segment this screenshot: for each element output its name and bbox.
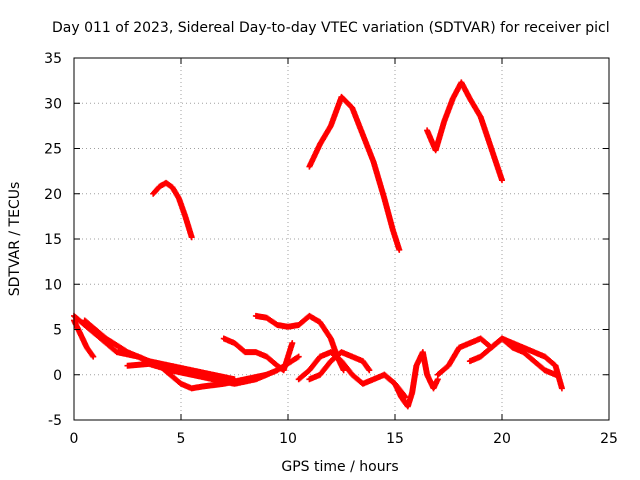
series-markers (434, 335, 565, 392)
series-markers (150, 179, 195, 241)
series-low-1 (71, 312, 270, 392)
x-tick-label: 5 (177, 431, 186, 447)
series-markers (424, 79, 505, 184)
series-arc-a (150, 179, 195, 241)
x-tick-label: 15 (386, 431, 404, 447)
x-tick-label: 10 (279, 431, 297, 447)
x-tick-label: 25 (600, 431, 618, 447)
y-tick-label: 35 (44, 51, 62, 67)
series-low-10 (434, 335, 565, 392)
series-low-11 (466, 335, 559, 378)
series-low-3 (81, 317, 238, 383)
series-markers (252, 312, 347, 374)
series-markers (81, 317, 238, 383)
series-arc-c (424, 79, 505, 184)
chart-title: Day 011 of 2023, Sidereal Day-to-day VTE… (52, 20, 610, 36)
series-low-5 (252, 312, 347, 374)
series-low-8 (306, 349, 373, 383)
x-tick-label: 0 (70, 431, 79, 447)
series-markers (306, 93, 403, 253)
y-tick-label: -5 (48, 413, 62, 429)
y-tick-label: 0 (53, 368, 62, 384)
y-tick-label: 5 (53, 323, 62, 339)
series-markers (220, 335, 296, 374)
series-low-6 (220, 335, 296, 374)
series-markers (71, 312, 270, 392)
x-tick-label: 20 (493, 431, 511, 447)
series-low-9 (381, 349, 441, 410)
series-arc-b (306, 93, 403, 253)
y-tick-label: 25 (44, 142, 62, 158)
x-axis-label: GPS time / hours (281, 459, 398, 475)
x-ticks: 0 5 10 15 20 25 (70, 58, 618, 447)
y-tick-label: 30 (44, 96, 62, 112)
y-ticks: -5 0 5 10 15 20 25 30 35 (44, 51, 609, 429)
y-tick-label: 15 (44, 232, 62, 248)
y-tick-label: 20 (44, 187, 62, 203)
series-markers (306, 349, 373, 383)
y-tick-label: 10 (44, 277, 62, 293)
y-axis-label: SDTVAR / TECUs (7, 182, 23, 297)
series-markers (466, 335, 559, 378)
data-points (71, 79, 565, 410)
series-markers (381, 349, 441, 410)
